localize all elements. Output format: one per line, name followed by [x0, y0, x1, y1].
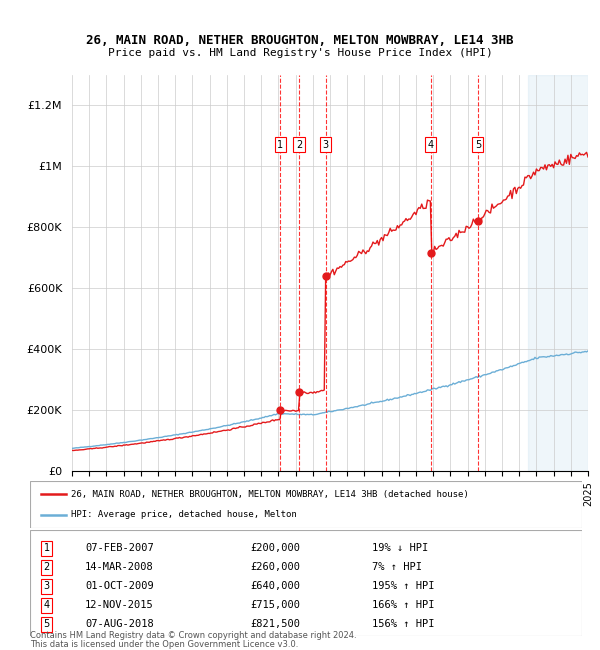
Text: 1: 1	[277, 140, 283, 150]
Text: 3: 3	[43, 581, 50, 592]
Text: HPI: Average price, detached house, Melton: HPI: Average price, detached house, Melt…	[71, 510, 297, 519]
Text: £640,000: £640,000	[251, 581, 301, 592]
Text: 166% ↑ HPI: 166% ↑ HPI	[372, 600, 435, 610]
Text: £821,500: £821,500	[251, 619, 301, 629]
Text: 12-NOV-2015: 12-NOV-2015	[85, 600, 154, 610]
Text: 19% ↓ HPI: 19% ↓ HPI	[372, 543, 428, 553]
Text: 4: 4	[428, 140, 434, 150]
Bar	[528, 75, 588, 471]
Text: 2: 2	[296, 140, 302, 150]
Text: 156% ↑ HPI: 156% ↑ HPI	[372, 619, 435, 629]
Text: 26, MAIN ROAD, NETHER BROUGHTON, MELTON MOWBRAY, LE14 3HB: 26, MAIN ROAD, NETHER BROUGHTON, MELTON …	[86, 34, 514, 47]
Text: 07-FEB-2007: 07-FEB-2007	[85, 543, 154, 553]
Text: 5: 5	[475, 140, 481, 150]
Text: £260,000: £260,000	[251, 562, 301, 572]
Text: 14-MAR-2008: 14-MAR-2008	[85, 562, 154, 572]
Text: £715,000: £715,000	[251, 600, 301, 610]
Text: 01-OCT-2009: 01-OCT-2009	[85, 581, 154, 592]
Text: 3: 3	[323, 140, 329, 150]
Text: 26, MAIN ROAD, NETHER BROUGHTON, MELTON MOWBRAY, LE14 3HB (detached house): 26, MAIN ROAD, NETHER BROUGHTON, MELTON …	[71, 489, 469, 499]
Text: 5: 5	[43, 619, 50, 629]
Text: This data is licensed under the Open Government Licence v3.0.: This data is licensed under the Open Gov…	[30, 640, 298, 649]
Text: £200,000: £200,000	[251, 543, 301, 553]
Text: 2: 2	[43, 562, 50, 572]
Text: 07-AUG-2018: 07-AUG-2018	[85, 619, 154, 629]
Text: Price paid vs. HM Land Registry's House Price Index (HPI): Price paid vs. HM Land Registry's House …	[107, 48, 493, 58]
Text: 195% ↑ HPI: 195% ↑ HPI	[372, 581, 435, 592]
Text: 4: 4	[43, 600, 50, 610]
Text: Contains HM Land Registry data © Crown copyright and database right 2024.: Contains HM Land Registry data © Crown c…	[30, 631, 356, 640]
Text: 7% ↑ HPI: 7% ↑ HPI	[372, 562, 422, 572]
Text: 1: 1	[43, 543, 50, 553]
